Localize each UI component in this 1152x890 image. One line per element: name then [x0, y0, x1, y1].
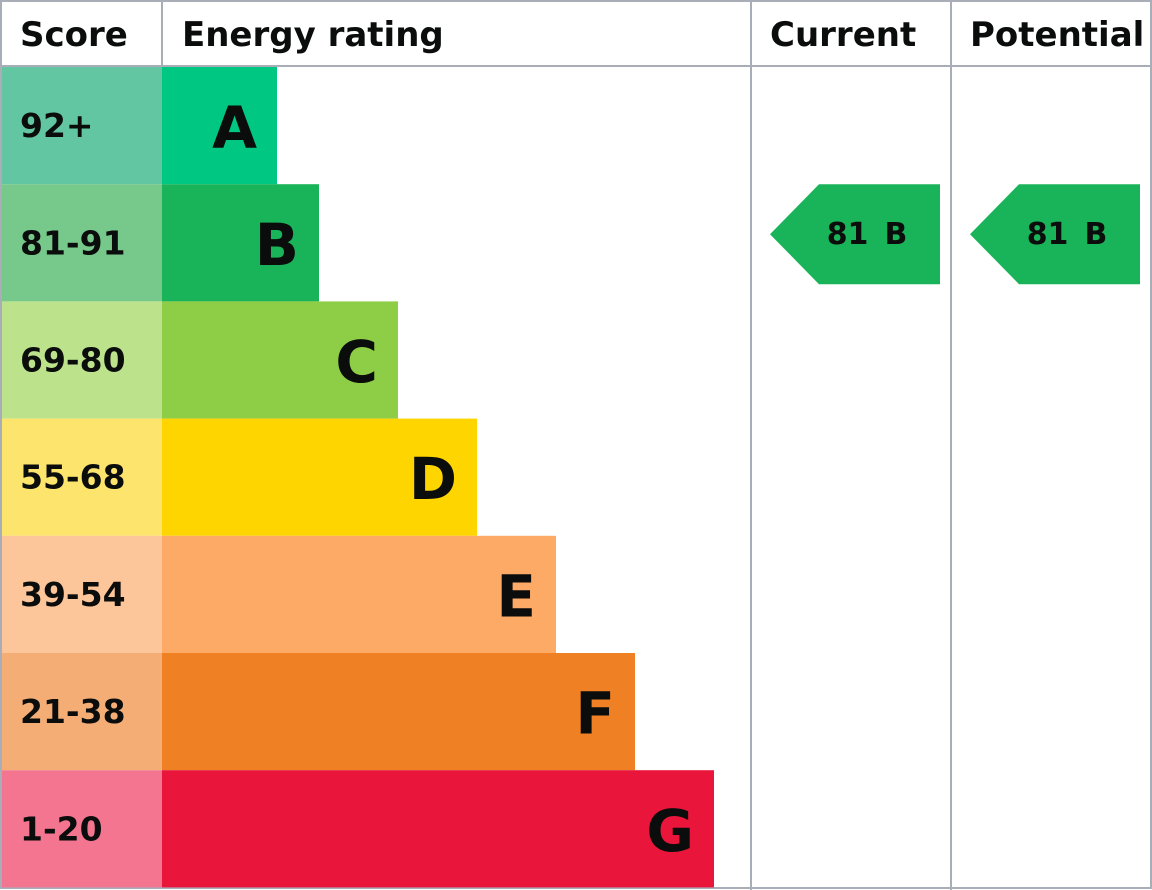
- current-score: 81: [827, 217, 869, 252]
- potential-band: B: [1084, 217, 1107, 252]
- rating-bar: [162, 418, 477, 536]
- rating-bar: [162, 67, 277, 185]
- rating-bar: [162, 535, 556, 653]
- rating-letter: F: [575, 680, 615, 748]
- header-potential: Potential: [970, 15, 1144, 55]
- score-range: 21-38: [20, 692, 126, 731]
- rating-bar: [162, 653, 635, 771]
- rating-letter: A: [212, 94, 257, 162]
- score-cell: [2, 67, 162, 185]
- rating-letter: C: [335, 328, 378, 396]
- score-cell: [2, 535, 162, 653]
- score-cell: [2, 301, 162, 419]
- rating-letter: D: [409, 445, 457, 513]
- current-label: 81 B: [827, 217, 908, 252]
- current-band: B: [884, 217, 907, 252]
- score-cell: [2, 653, 162, 771]
- rating-letter: B: [255, 211, 299, 279]
- score-range: 69-80: [20, 341, 126, 380]
- potential-score: 81: [1027, 217, 1069, 252]
- score-range: 39-54: [20, 575, 126, 614]
- score-range: 81-91: [20, 223, 126, 262]
- potential-label: 81 B: [1027, 217, 1108, 252]
- rating-letter: E: [496, 562, 536, 630]
- potential-arrow: [970, 184, 1140, 285]
- header-current: Current: [770, 15, 916, 55]
- score-cell: [2, 184, 162, 302]
- score-range: 55-68: [20, 458, 126, 497]
- score-range: 92+: [20, 106, 94, 145]
- rating-bar: [162, 301, 398, 419]
- rating-letter: G: [646, 797, 694, 865]
- current-arrow: [770, 184, 940, 285]
- rating-bar: [162, 770, 714, 888]
- rating-bar: [162, 184, 319, 302]
- header-rating: Energy rating: [182, 15, 444, 55]
- score-cell: [2, 418, 162, 536]
- header-score: Score: [20, 15, 128, 55]
- score-range: 1-20: [20, 809, 103, 848]
- score-cell: [2, 770, 162, 888]
